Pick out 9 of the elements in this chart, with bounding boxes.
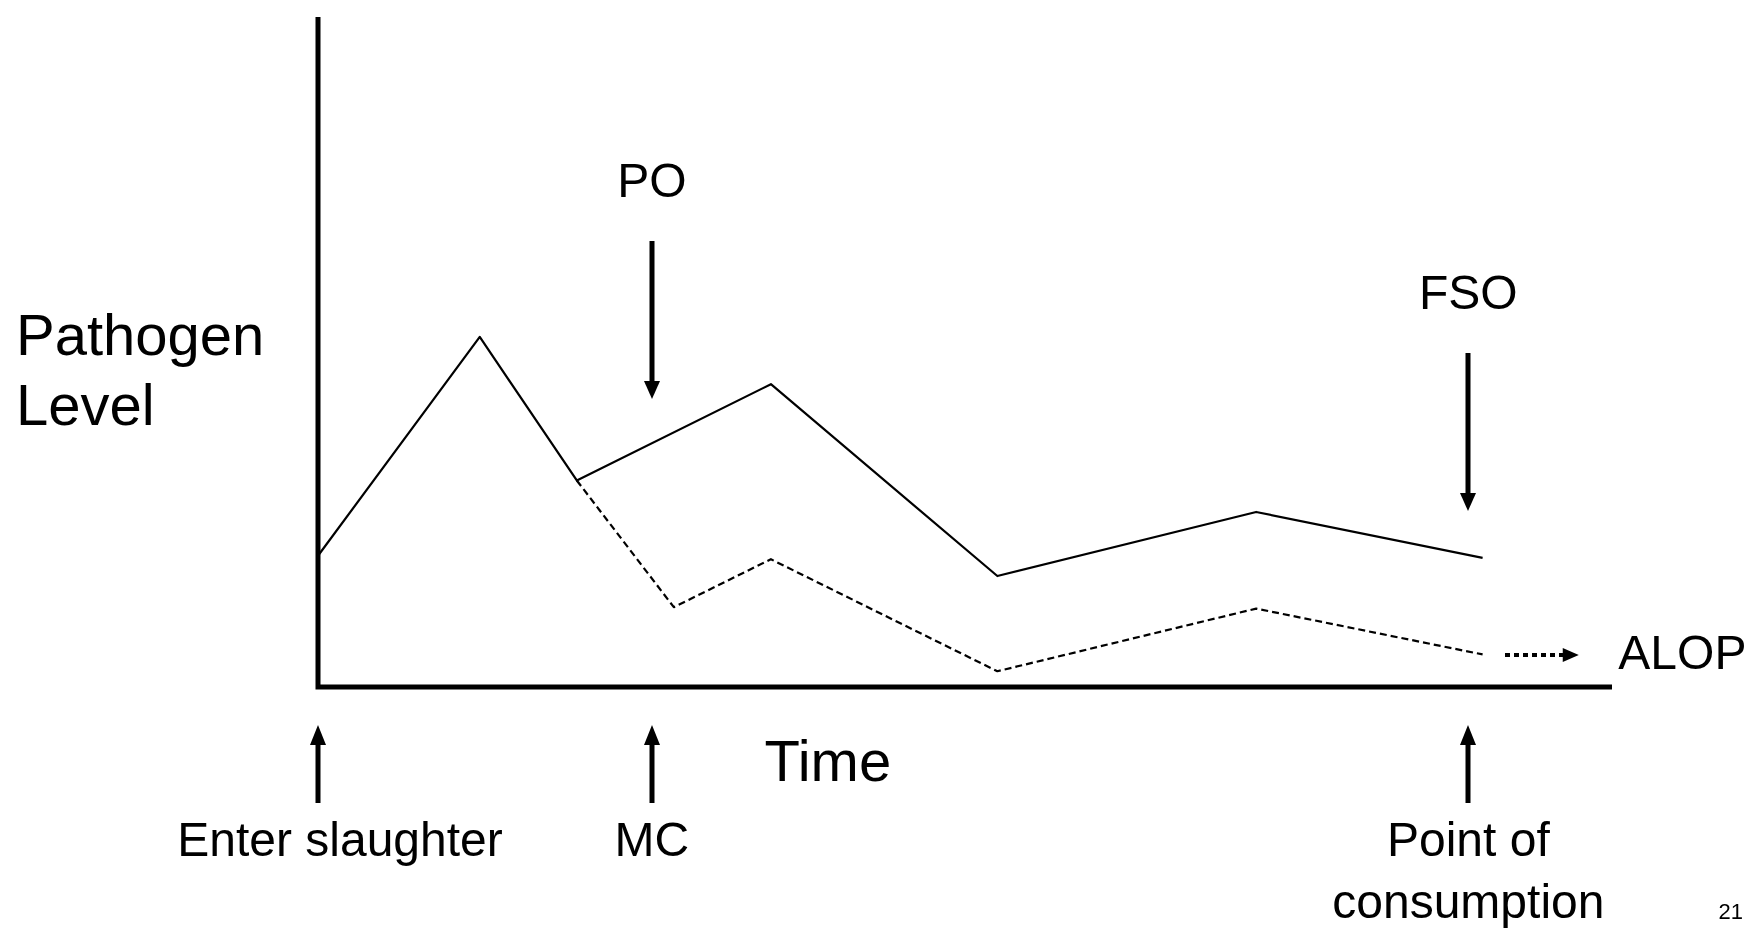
y-axis-title: Pathogen Level <box>16 301 266 439</box>
text: Enter slaughter <box>176 812 504 868</box>
text: ALOP <box>1618 624 1747 680</box>
text: Point of consumption <box>1331 812 1606 931</box>
text: 21 <box>1718 899 1743 925</box>
x-axis-title: Time <box>764 727 892 794</box>
text: FSO <box>1418 264 1519 320</box>
text: PO <box>616 152 688 208</box>
text: MC <box>614 813 690 866</box>
